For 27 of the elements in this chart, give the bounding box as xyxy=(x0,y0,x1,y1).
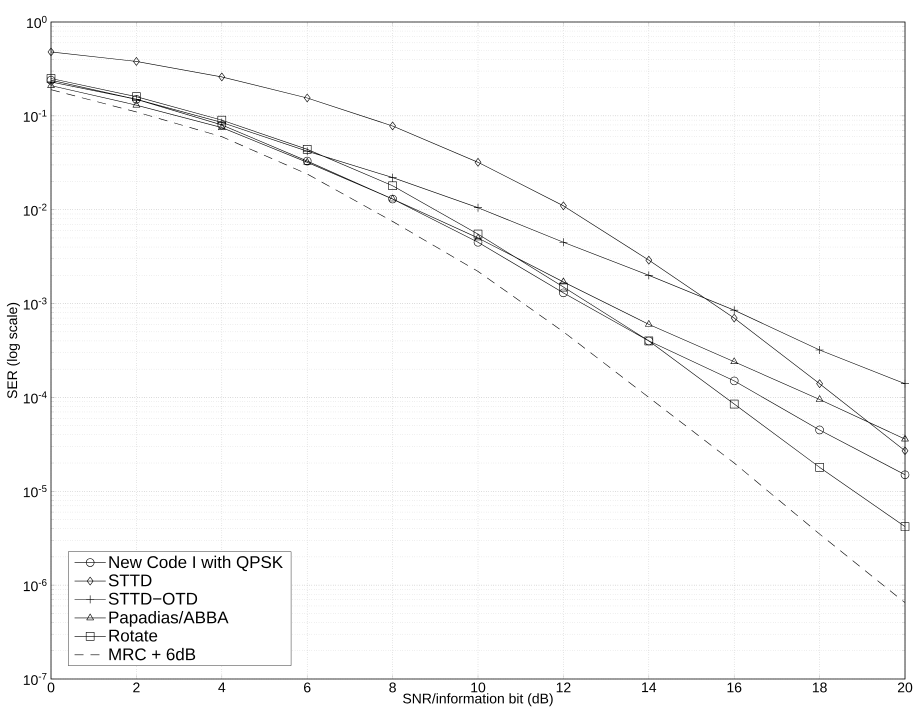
x-tick-label: 4 xyxy=(218,682,226,692)
x-tick-label: 10 xyxy=(471,682,486,692)
x-tick-label: 18 xyxy=(812,682,827,692)
y-tick-label: 10$^{0}$ xyxy=(27,16,47,28)
legend-label: New Code I with QPSK xyxy=(109,556,283,572)
x-tick-label: 12 xyxy=(556,682,570,692)
legend-label: MRC + 6dB xyxy=(109,648,196,660)
x-tick-label: 14 xyxy=(642,682,656,692)
legend-label: STTD xyxy=(108,574,152,586)
x-tick-label: 6 xyxy=(304,682,310,692)
x-tick-label: 2 xyxy=(133,682,140,692)
y-tick-label: 10$^{-7}$ xyxy=(24,672,46,686)
y-axis-title: SER (log scale) xyxy=(6,302,20,398)
y-tick-label: 10$^{-2}$ xyxy=(24,204,46,216)
x-tick-label: 8 xyxy=(389,682,396,692)
legend-label: Rotate xyxy=(109,630,158,642)
y-tick-label: 10$^{-3}$ xyxy=(24,297,47,310)
y-tick-label: 10$^{-6}$ xyxy=(24,579,47,592)
y-tick-label: 10$^{-5}$ xyxy=(24,485,47,498)
x-tick-label: 20 xyxy=(898,682,912,692)
y-tick-label: 10$^{-4}$ xyxy=(24,391,47,404)
legend-label: STTD−OTD xyxy=(108,592,198,605)
y-tick-label: 10$^{-1}$ xyxy=(24,110,47,122)
x-tick-label: 16 xyxy=(728,682,742,692)
legend-label: Papadias/ABBA xyxy=(109,611,229,627)
x-axis-title: SNR/information bit (dB) xyxy=(403,693,553,706)
x-tick-label: 0 xyxy=(48,682,54,692)
